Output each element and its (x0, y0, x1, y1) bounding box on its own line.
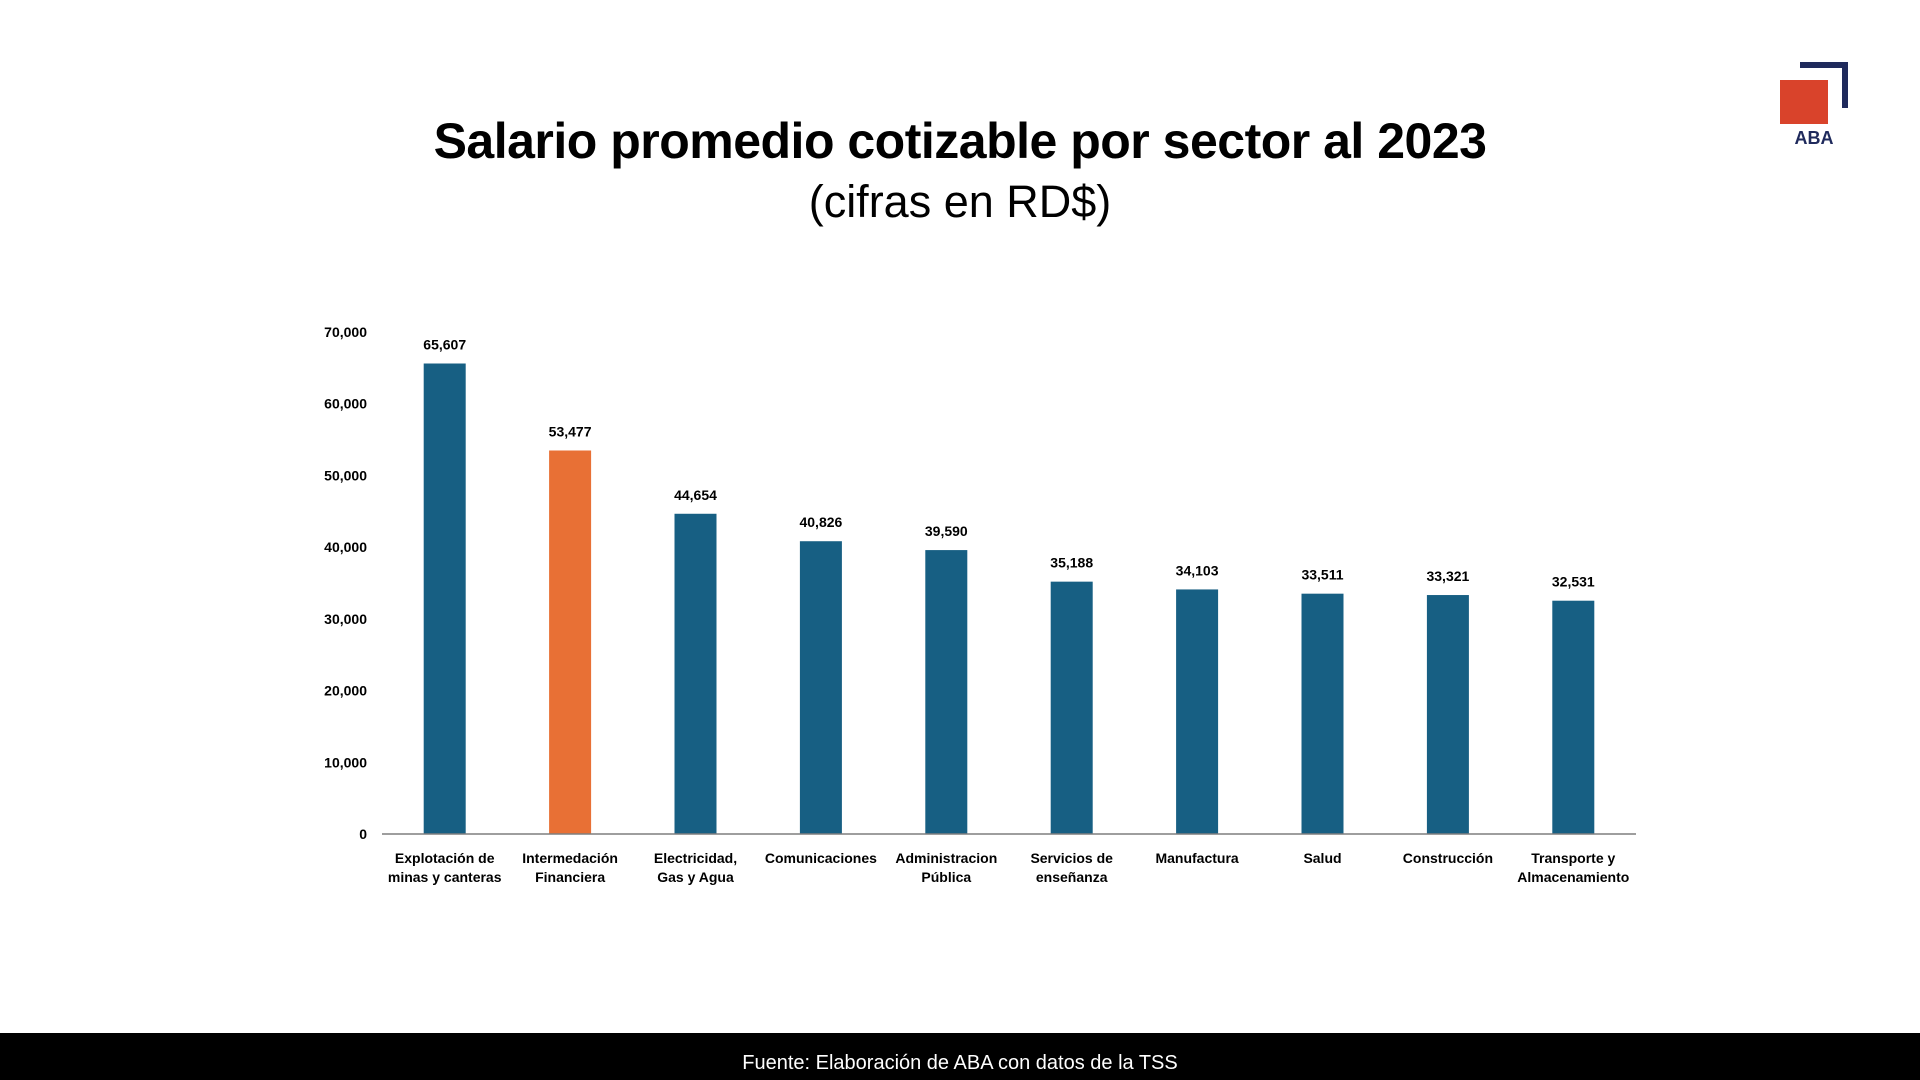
bar (1050, 581, 1093, 834)
y-tick-label: 10,000 (324, 754, 367, 770)
x-tick-label: Financiera (535, 869, 605, 885)
y-tick-label: 40,000 (324, 539, 367, 555)
x-tick-label: minas y canteras (388, 869, 502, 885)
x-tick-label: Pública (921, 869, 971, 885)
x-tick-label: Construcción (1403, 850, 1493, 866)
x-tick-label: Transporte y (1531, 850, 1615, 866)
x-tick-label: Intermedación (522, 850, 618, 866)
chart-title: Salario promedio cotizable por sector al… (433, 113, 1487, 169)
bar (1301, 593, 1344, 834)
bar (549, 450, 592, 834)
y-tick-label: 30,000 (324, 611, 367, 627)
x-tick-label: Gas y Agua (657, 869, 734, 885)
x-tick-label: Manufactura (1155, 850, 1238, 866)
logo-frame-right (1842, 62, 1848, 108)
bar (423, 363, 466, 834)
chart-subtitle: (cifras en RD$) (808, 176, 1112, 227)
data-label: 33,511 (1301, 567, 1343, 583)
bar (925, 550, 968, 834)
data-label: 44,654 (674, 487, 717, 503)
x-tick-label: Almacenamiento (1517, 869, 1629, 885)
bar (674, 513, 717, 834)
bar (1426, 595, 1469, 834)
y-tick-label: 20,000 (324, 683, 367, 699)
logo-text: ABA (1794, 128, 1834, 148)
footer-bar (0, 1033, 1920, 1080)
y-tick-label: 60,000 (324, 396, 367, 412)
bar (799, 541, 842, 834)
x-tick-label: Administracion (895, 850, 997, 866)
data-label: 33,321 (1426, 568, 1469, 584)
x-tick-label: Electricidad, (654, 850, 737, 866)
data-label: 32,531 (1552, 574, 1595, 590)
data-label: 35,188 (1050, 555, 1093, 571)
y-tick-label: 0 (359, 826, 367, 842)
y-tick-label: 70,000 (324, 324, 367, 340)
x-tick-label: Explotación de (395, 850, 495, 866)
x-tick-label: Salud (1303, 850, 1341, 866)
bar (1552, 600, 1595, 834)
x-tick-label: Comunicaciones (765, 850, 877, 866)
data-label: 34,103 (1176, 562, 1219, 578)
logo-square (1780, 80, 1828, 124)
data-label: 65,607 (423, 337, 466, 353)
data-label: 40,826 (799, 514, 842, 530)
data-label: 39,590 (925, 523, 968, 539)
data-label: 53,477 (549, 423, 592, 439)
bar-chart: 0 10,000 20,000 30,000 40,000 50,000 60,000 70,… (324, 324, 1636, 885)
logo-frame-top (1800, 62, 1848, 68)
x-tick-label: Servicios de (1030, 850, 1113, 866)
y-tick-label: 50,000 (324, 467, 367, 483)
bar (1176, 589, 1219, 834)
x-tick-label: enseñanza (1036, 869, 1108, 885)
source-note: Fuente: Elaboración de ABA con datos de … (742, 1052, 1178, 1074)
aba-logo: ABA (1780, 60, 1848, 152)
